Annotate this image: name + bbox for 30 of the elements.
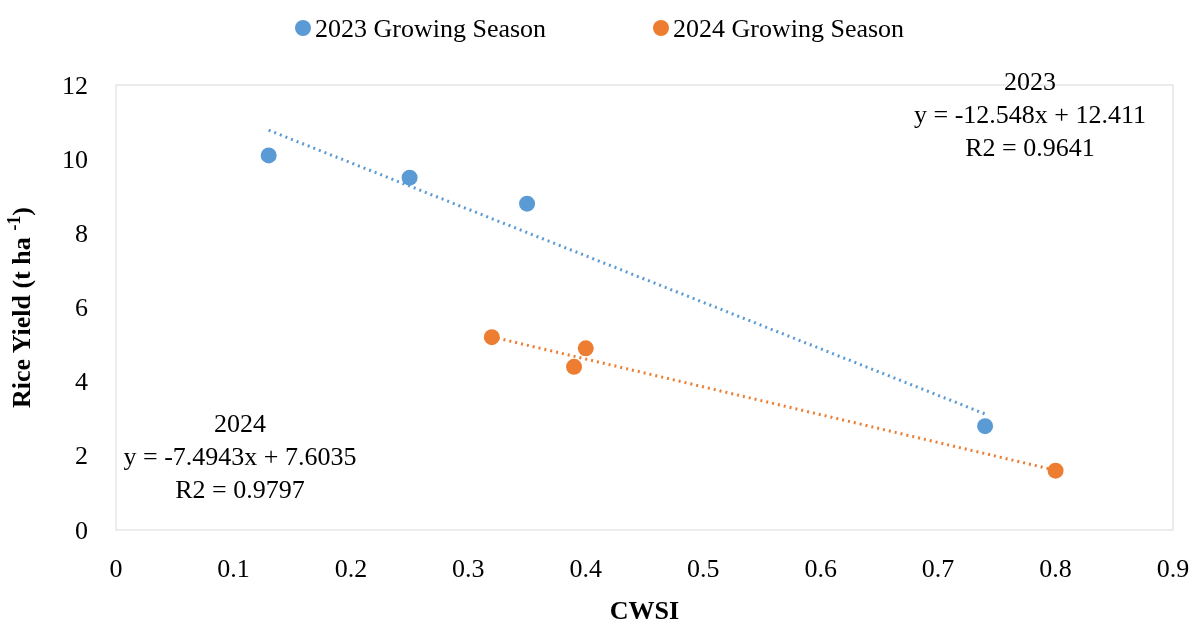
point <box>401 169 418 186</box>
y-tick-label: 10 <box>62 144 88 174</box>
x-tick-label: 0.2 <box>334 553 368 583</box>
x-tick-label: 0 <box>109 553 123 583</box>
annotation: 2024 y = -7.4943x + 7.6035 R2 = 0.9797 <box>123 409 357 504</box>
x-tick-label: 0.1 <box>217 553 250 583</box>
y-tick-label: 6 <box>75 293 88 322</box>
legend-label: 2023 Growing Season <box>315 13 547 43</box>
x-axis-title: CWSI <box>609 595 680 624</box>
x-tick-label: 0.9 <box>1156 553 1190 583</box>
point <box>519 195 536 212</box>
point <box>260 147 277 164</box>
point <box>977 418 994 435</box>
point <box>577 340 594 357</box>
legend-label: 2024 Growing Season <box>673 13 905 43</box>
x-tick-label: 0.7 <box>921 553 955 583</box>
x-tick-label: 0.4 <box>569 553 603 583</box>
point <box>566 358 583 375</box>
x-tick-label: 0.5 <box>686 553 720 583</box>
y-tick-label: 12 <box>62 70 88 100</box>
x-tick-label: 0.8 <box>1039 553 1072 583</box>
point <box>1047 462 1064 479</box>
y-tick-label: 0 <box>75 515 88 545</box>
annotation: 2023 y = -12.548x + 12.411 R2 = 0.9641 <box>913 67 1147 162</box>
y-tick-label: 4 <box>75 367 88 397</box>
y-tick-label: 8 <box>75 218 88 248</box>
x-tick-label: 0.3 <box>452 553 485 583</box>
y-tick-label: 2 <box>75 441 88 471</box>
point <box>483 329 500 346</box>
x-tick-label: 0.6 <box>804 553 837 583</box>
